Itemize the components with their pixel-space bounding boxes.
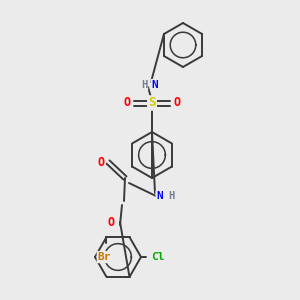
Text: Cl: Cl — [151, 252, 165, 262]
Text: H: H — [141, 80, 147, 90]
Text: O: O — [123, 97, 130, 110]
Text: N: N — [152, 80, 158, 90]
Text: S: S — [148, 97, 156, 110]
Text: Br: Br — [98, 252, 111, 262]
Text: H: H — [168, 191, 174, 201]
Text: O: O — [107, 215, 115, 229]
Text: O: O — [98, 155, 105, 169]
Text: N: N — [157, 191, 164, 201]
Text: O: O — [173, 97, 181, 110]
